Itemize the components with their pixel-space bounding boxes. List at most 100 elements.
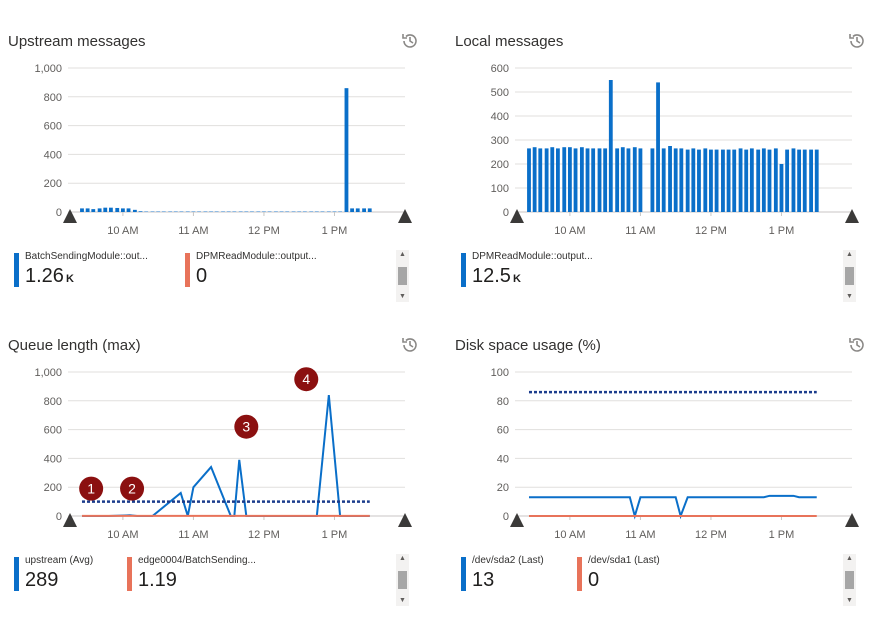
legend-series-name: /dev/sda1 (Last) — [588, 555, 660, 566]
y-tick-label: 500 — [491, 87, 509, 99]
time-brush-handle — [63, 513, 77, 527]
bar — [544, 148, 549, 212]
bar — [344, 88, 349, 212]
bar — [597, 148, 602, 212]
time-brush-handle — [510, 513, 524, 527]
scroll-down-icon[interactable]: ▼ — [399, 597, 406, 604]
bar — [115, 207, 120, 212]
bar — [661, 148, 666, 212]
y-tick-label: 400 — [491, 111, 509, 123]
y-tick-label: 200 — [44, 482, 62, 494]
x-tick-label: 10 AM — [554, 529, 585, 541]
y-tick-label: 400 — [44, 149, 62, 161]
legend-series-name: /dev/sda2 (Last) — [472, 555, 544, 566]
bar — [362, 208, 367, 212]
bar — [603, 148, 608, 212]
bar — [650, 148, 655, 212]
bar — [679, 148, 684, 212]
y-tick-label: 600 — [44, 121, 62, 133]
scroll-up-icon[interactable]: ▲ — [846, 555, 853, 562]
bar — [738, 148, 743, 212]
scroll-down-icon[interactable]: ▼ — [846, 293, 853, 300]
bar — [797, 149, 802, 212]
legend-series-name: DPMReadModule::output... — [472, 251, 593, 262]
marker-label: 4 — [302, 371, 310, 387]
y-tick-label: 200 — [44, 178, 62, 190]
legend-scrollbar[interactable]: ▲ ▼ — [396, 554, 409, 606]
bar — [108, 207, 113, 212]
x-tick-label: 10 AM — [107, 225, 138, 237]
legend-scrollbar[interactable]: ▲ ▼ — [396, 250, 409, 302]
y-tick-label: 0 — [503, 207, 509, 219]
legend-scrollbar[interactable]: ▲ ▼ — [843, 250, 856, 302]
y-tick-label: 60 — [497, 425, 509, 437]
bar — [367, 208, 372, 212]
series-line — [528, 494, 817, 520]
legend-scrollbar[interactable]: ▲ ▼ — [843, 554, 856, 606]
y-tick-label: 400 — [44, 453, 62, 465]
y-tick-label: 600 — [44, 425, 62, 437]
bar — [615, 148, 620, 212]
x-tick-label: 1 PM — [769, 225, 795, 237]
bar — [562, 147, 567, 212]
panel-title: Upstream messages — [8, 33, 146, 50]
scroll-down-icon[interactable]: ▼ — [846, 597, 853, 604]
history-icon[interactable] — [400, 31, 420, 51]
legend-series-name: DPMReadModule::output... — [196, 251, 317, 262]
bar — [656, 82, 660, 213]
y-tick-label: 800 — [44, 92, 62, 104]
x-tick-label: 11 AM — [178, 529, 208, 541]
bar — [814, 149, 819, 212]
y-tick-label: 600 — [491, 63, 509, 75]
marker-label: 1 — [87, 481, 95, 497]
annotation-marker: 3 — [234, 414, 259, 439]
bar — [350, 208, 355, 212]
scroll-thumb[interactable] — [845, 571, 854, 589]
local-messages-chart: 0 100 200 300 400 500 600 10 AM 11 AM 12 PM 1 PM — [491, 63, 859, 237]
y-tick-label: 0 — [56, 511, 62, 523]
y-tick-label: 300 — [491, 135, 509, 147]
chart-legend: DPMReadModule::output... 12.5 K — [447, 250, 867, 302]
history-icon[interactable] — [400, 335, 420, 355]
history-icon[interactable] — [847, 31, 867, 51]
marker-circle — [234, 414, 259, 439]
y-tick-label: 1,000 — [34, 367, 62, 379]
bar — [132, 209, 137, 212]
bar — [91, 209, 96, 212]
bar — [80, 208, 84, 212]
bar — [591, 148, 596, 212]
y-tick-label: 800 — [44, 396, 62, 408]
bar — [608, 80, 613, 212]
bar — [120, 208, 125, 212]
panel-title: Local messages — [455, 33, 564, 50]
scroll-up-icon[interactable]: ▲ — [399, 555, 406, 562]
bar — [779, 164, 784, 212]
chart-legend: BatchSendingModule::out... 1.26 K DPMRead… — [0, 250, 420, 302]
queue-length-panel: Queue length (max) 0 200 400 600 800 1,000 10 … — [0, 304, 420, 606]
scroll-up-icon[interactable]: ▲ — [399, 251, 406, 258]
marker-label: 3 — [242, 419, 250, 435]
bar — [355, 208, 360, 212]
scroll-thumb[interactable] — [845, 267, 854, 285]
bar — [620, 147, 625, 212]
x-tick-label: 1 PM — [769, 529, 795, 541]
time-brush-handle — [398, 209, 412, 223]
marker-circle — [79, 476, 104, 501]
bar — [97, 208, 102, 212]
x-tick-label: 11 AM — [178, 225, 208, 237]
scroll-thumb[interactable] — [398, 267, 407, 285]
scroll-thumb[interactable] — [398, 571, 407, 589]
chart-legend: upstream (Avg) 289 edge0004/BatchSending… — [0, 554, 420, 606]
scroll-up-icon[interactable]: ▲ — [846, 251, 853, 258]
x-tick-label: 11 AM — [625, 225, 655, 237]
bar — [691, 148, 696, 212]
scroll-down-icon[interactable]: ▼ — [399, 293, 406, 300]
bar — [726, 149, 731, 212]
bar — [709, 149, 713, 212]
bar — [802, 149, 807, 212]
bar — [767, 149, 772, 212]
chart-legend: /dev/sda2 (Last) 13 /dev/sda1 (Last) 0 — [447, 554, 867, 606]
legend-series-value: 0 — [588, 569, 600, 591]
history-icon[interactable] — [847, 335, 867, 355]
legend-series-name: BatchSendingModule::out... — [25, 251, 148, 262]
